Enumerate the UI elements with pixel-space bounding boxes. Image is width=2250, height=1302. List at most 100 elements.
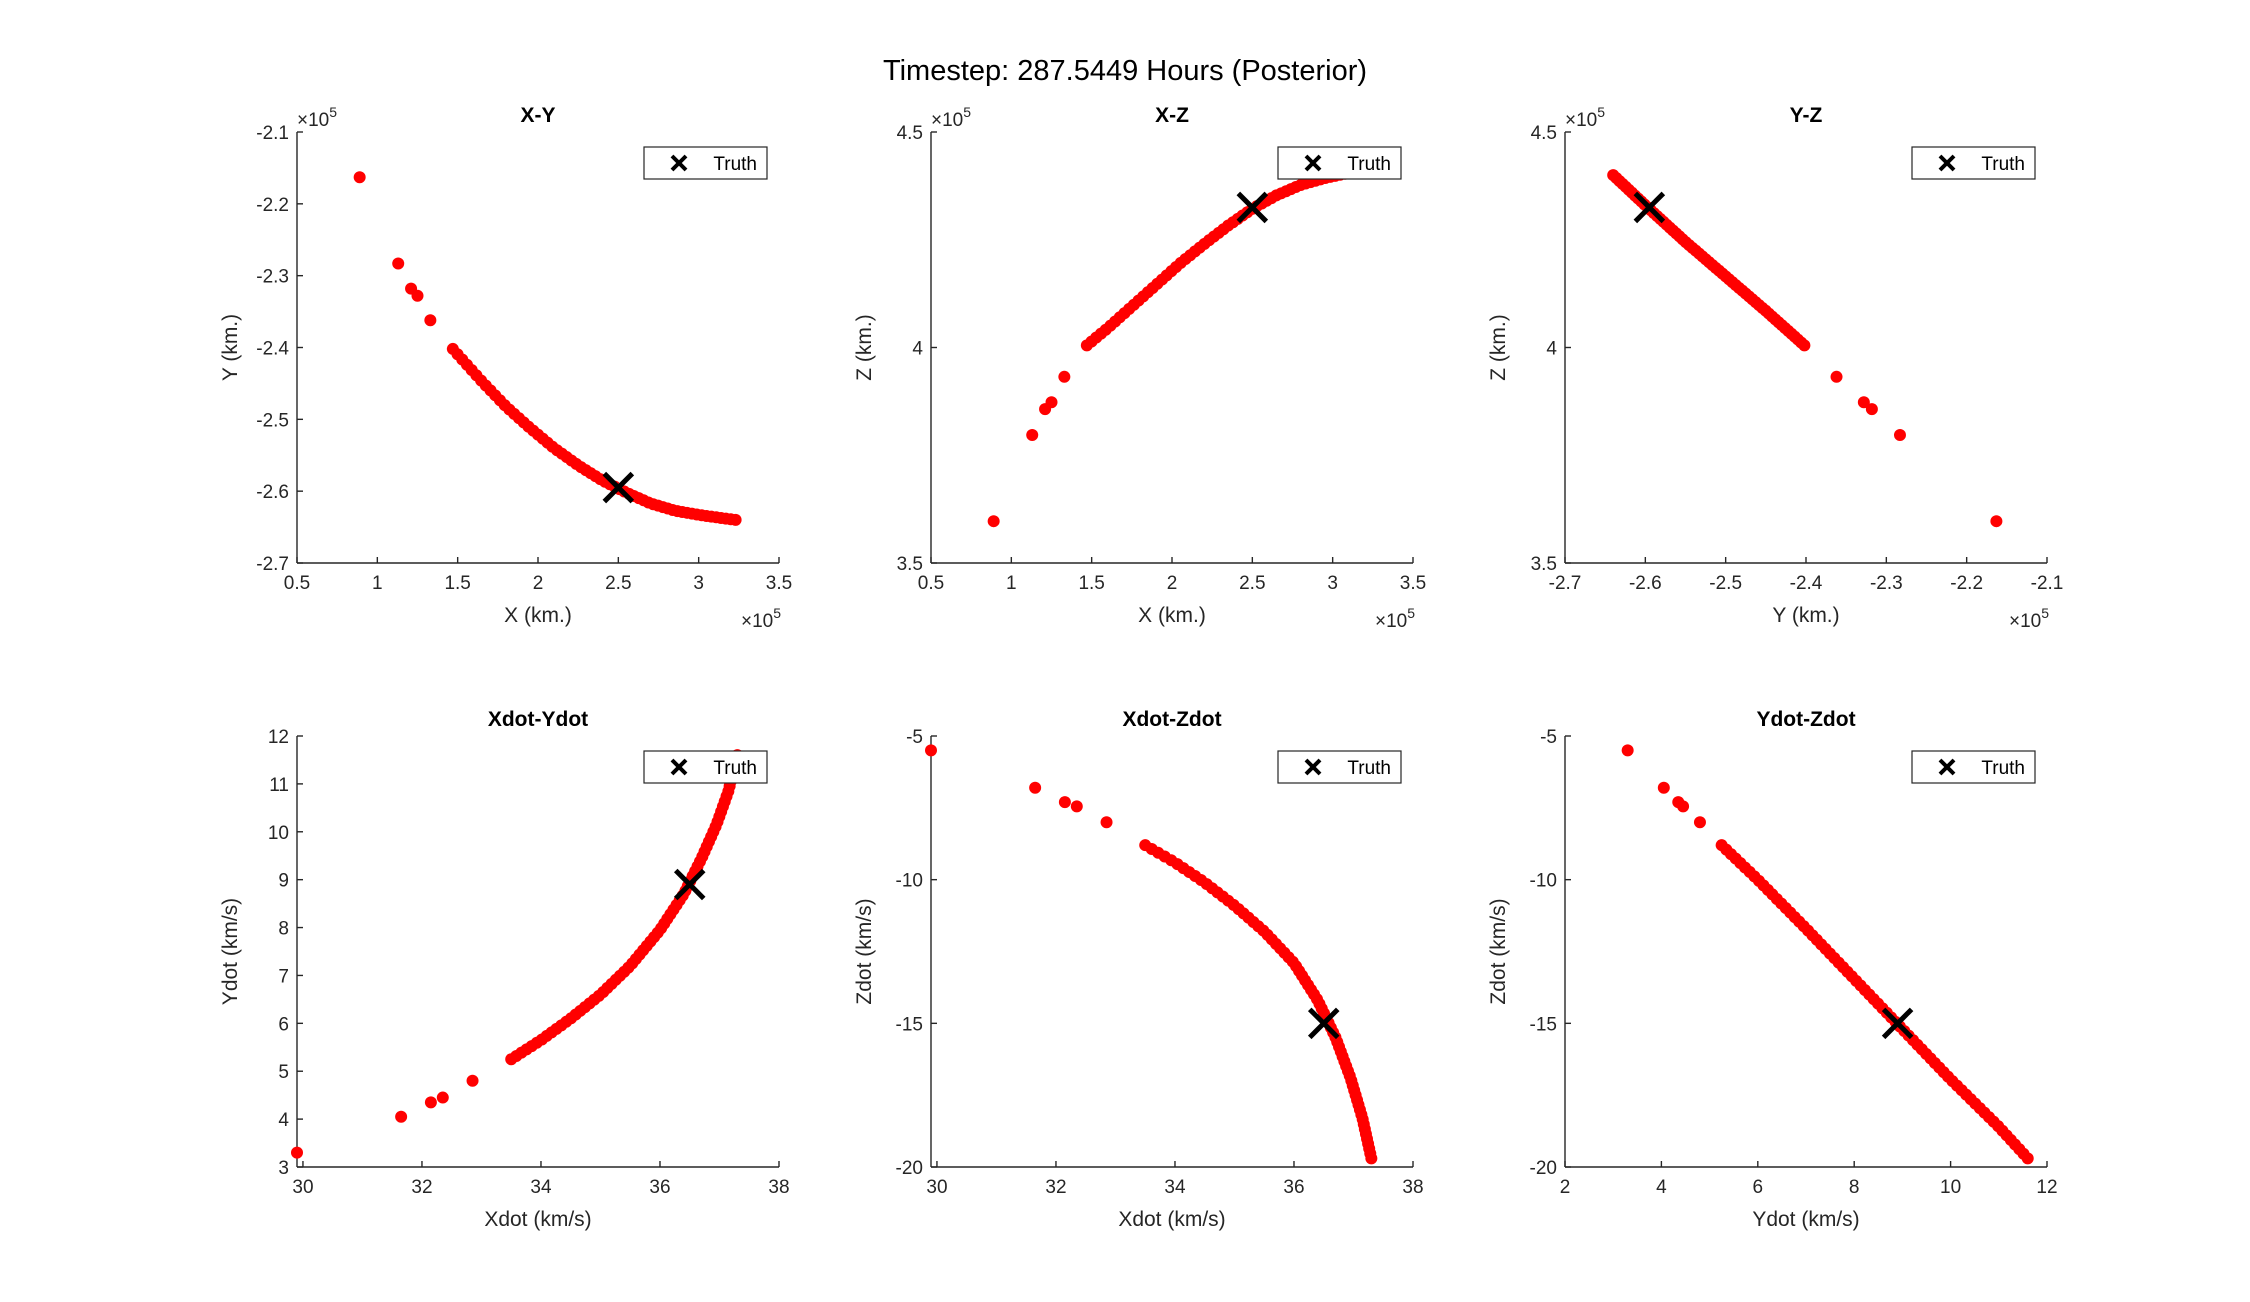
- truth-marker: [602, 471, 635, 504]
- legend-box: [1277, 146, 1402, 180]
- x-tick-label: 0.5: [918, 573, 944, 594]
- particle-point: [1026, 428, 1039, 441]
- particle-point: [395, 1110, 408, 1123]
- x-tick-label: -2.6: [1629, 573, 1662, 594]
- legend: Truth: [1277, 750, 1402, 784]
- x-tick-label: 1: [1006, 573, 1017, 594]
- particle-series: [987, 162, 1376, 528]
- subplot-title: Xdot-Ydot: [488, 708, 588, 731]
- particle-point: [411, 289, 424, 302]
- x-tick-label: 36: [649, 1177, 670, 1198]
- x-axis-label: Y (km.): [1772, 604, 1839, 627]
- x-exponent-label: ×105: [2009, 605, 2049, 632]
- particle-point: [424, 314, 437, 327]
- subplot-x-y: 0.5 1 1.5 2 2.5 3 3.5 -2.7 -2.6 -2.5 -2.4 -2.3 -2.2 -…: [219, 104, 792, 632]
- y-tick-label: 11: [269, 775, 289, 796]
- legend-label: Truth: [1981, 154, 2025, 175]
- y-tick-label: -15: [1530, 1014, 1557, 1035]
- particle-point: [1029, 781, 1042, 794]
- particle-point: [392, 257, 405, 270]
- legend-label: Truth: [713, 758, 757, 779]
- particle-point: [353, 171, 366, 184]
- particle-point: [424, 1096, 437, 1109]
- y-tick-label: -10: [896, 871, 923, 892]
- subplot-title: X-Y: [520, 104, 555, 127]
- x-tick-label: 34: [530, 1177, 552, 1198]
- subplot-xdot-zdot: 30 32 34 36 38 -20 -15 -10 -5 Xdot (km/s) Zdot (km…: [853, 708, 1424, 1231]
- x-exponent-label: ×105: [741, 605, 781, 632]
- truth-marker-stroke: [673, 868, 706, 901]
- x-tick-label: 3.5: [1400, 573, 1426, 594]
- legend: Truth: [643, 750, 768, 784]
- x-tick-label: 6: [1753, 1177, 1764, 1198]
- particle-point: [1830, 370, 1843, 383]
- y-tick-label: 4: [912, 339, 923, 360]
- x-axis-label: Xdot (km/s): [484, 1208, 591, 1231]
- x-tick-label: 10: [1940, 1177, 1961, 1198]
- particle-point: [1365, 1152, 1378, 1165]
- truth-marker: [1307, 1007, 1340, 1040]
- y-tick-label: -5: [1540, 727, 1557, 748]
- x-tick-label: -2.3: [1870, 573, 1903, 594]
- legend-box: [1277, 750, 1402, 784]
- legend-box: [643, 146, 768, 180]
- particle-point: [1677, 800, 1690, 813]
- x-tick-label: 3.5: [766, 573, 792, 594]
- x-exponent-label: ×105: [1375, 605, 1415, 632]
- legend: Truth: [1911, 750, 2036, 784]
- particle-point: [1865, 403, 1878, 416]
- subplot-title: Xdot-Zdot: [1122, 708, 1221, 731]
- legend-label: Truth: [1347, 154, 1391, 175]
- y-tick-label: -15: [896, 1014, 923, 1035]
- particle-point: [291, 1146, 303, 1159]
- y-tick-label: 4: [1546, 339, 1557, 360]
- y-tick-label: 5: [278, 1062, 289, 1083]
- x-tick-label: 38: [768, 1177, 789, 1198]
- legend-marker: [1938, 758, 1956, 776]
- figure-title: Timestep: 287.5449 Hours (Posterior): [883, 55, 1367, 87]
- y-tick-label: -20: [896, 1158, 923, 1179]
- y-tick-label: 8: [278, 919, 289, 940]
- truth-marker-stroke: [1881, 1007, 1914, 1040]
- x-tick-label: 0.5: [284, 573, 310, 594]
- legend-label: Truth: [713, 154, 757, 175]
- y-tick-label: 3: [278, 1158, 289, 1179]
- x-axis-label: Xdot (km/s): [1118, 1208, 1225, 1231]
- subplot-title: Ydot-Zdot: [1756, 708, 1855, 731]
- particle-point: [1607, 169, 1620, 182]
- legend-marker: [670, 154, 688, 172]
- x-tick-label: 1.5: [1078, 573, 1104, 594]
- y-tick-label: 9: [278, 871, 289, 892]
- y-tick-label: -2.5: [256, 410, 289, 431]
- x-tick-label: 1: [372, 573, 383, 594]
- particle-point: [1058, 796, 1071, 809]
- legend-label: Truth: [1347, 758, 1391, 779]
- x-tick-label: 4: [1656, 1177, 1667, 1198]
- subplot-y-z: -2.7 -2.6 -2.5 -2.4 -2.3 -2.2 -2.1 3.5 4 4.5 ×105 ×…: [1487, 104, 2063, 632]
- y-axis-label: Ydot (km/s): [219, 898, 242, 1005]
- y-tick-label: 6: [278, 1014, 289, 1035]
- y-axis-label: Z (km.): [1487, 314, 1510, 380]
- y-tick-label: -5: [906, 727, 923, 748]
- x-tick-label: 2.5: [605, 573, 631, 594]
- legend: Truth: [1911, 146, 2036, 180]
- legend: Truth: [643, 146, 768, 180]
- x-tick-label: -2.5: [1709, 573, 1742, 594]
- subplot-x-z: 0.5 1 1.5 2 2.5 3 3.5 3.5 4 4.5 ×105 ×105 X (km.) Z (…: [853, 104, 1426, 632]
- x-tick-label: 2.5: [1239, 573, 1265, 594]
- y-axis-label: Zdot (km/s): [853, 898, 876, 1004]
- legend-marker: [1938, 154, 1956, 172]
- subplot-ydot-zdot: 2 4 6 8 10 12 -20 -15 -10 -5 Ydot (km/s) Zdot (km/s…: [1487, 708, 2058, 1231]
- x-tick-label: 1.5: [444, 573, 470, 594]
- x-tick-label: 32: [1045, 1177, 1066, 1198]
- x-tick-label: 30: [292, 1177, 313, 1198]
- particle-point: [1058, 370, 1071, 383]
- subplot-title: Y-Z: [1790, 104, 1823, 127]
- y-axis-label: Y (km.): [219, 314, 242, 381]
- truth-marker-stroke: [602, 471, 635, 504]
- y-exponent-label: ×105: [1565, 104, 1605, 131]
- truth-marker-stroke: [1307, 1007, 1340, 1040]
- particle-point: [1100, 816, 1113, 829]
- particle-point: [1990, 515, 2003, 528]
- particle-point: [1893, 428, 1906, 441]
